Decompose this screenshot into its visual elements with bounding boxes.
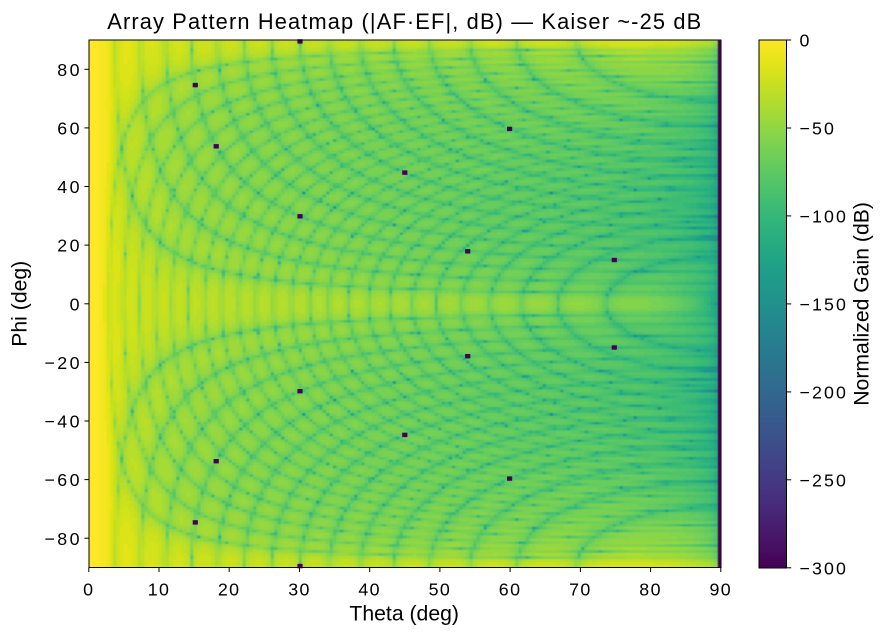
svg-text:−250: −250 xyxy=(800,470,848,490)
svg-text:0: 0 xyxy=(70,294,82,314)
svg-text:−50: −50 xyxy=(800,119,836,139)
svg-text:−200: −200 xyxy=(800,383,848,403)
svg-text:70: 70 xyxy=(569,579,592,599)
svg-text:−80: −80 xyxy=(45,529,82,549)
svg-text:40: 40 xyxy=(57,177,82,197)
svg-text:60: 60 xyxy=(499,579,522,599)
svg-text:−300: −300 xyxy=(800,558,848,578)
svg-text:60: 60 xyxy=(57,119,82,139)
svg-text:−40: −40 xyxy=(45,412,82,432)
svg-text:10: 10 xyxy=(148,579,171,599)
svg-text:80: 80 xyxy=(639,579,662,599)
svg-text:20: 20 xyxy=(57,236,82,256)
svg-text:20: 20 xyxy=(218,579,241,599)
svg-text:0: 0 xyxy=(800,31,812,51)
svg-text:Normalized Gain (dB): Normalized Gain (dB) xyxy=(851,202,874,406)
svg-text:Theta (deg): Theta (deg) xyxy=(349,603,459,626)
svg-text:50: 50 xyxy=(429,579,452,599)
svg-text:Array Pattern Heatmap (|AF·EF|: Array Pattern Heatmap (|AF·EF|, dB) — Ka… xyxy=(107,9,702,34)
svg-text:−150: −150 xyxy=(800,295,848,315)
svg-text:−100: −100 xyxy=(800,207,848,227)
svg-text:40: 40 xyxy=(358,579,381,599)
svg-text:0: 0 xyxy=(83,579,94,599)
svg-text:Phi (deg): Phi (deg) xyxy=(9,261,32,347)
svg-text:30: 30 xyxy=(288,579,311,599)
svg-text:90: 90 xyxy=(710,579,733,599)
svg-text:80: 80 xyxy=(57,60,82,80)
svg-text:−20: −20 xyxy=(45,353,82,373)
svg-text:−60: −60 xyxy=(45,470,82,490)
